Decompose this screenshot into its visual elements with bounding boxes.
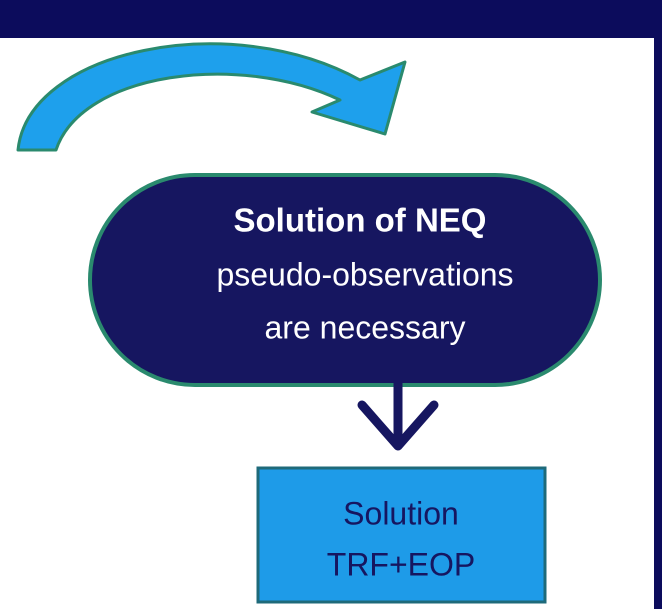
header-band — [0, 0, 662, 38]
box-line: Solution — [343, 495, 459, 531]
box-line: TRF+EOP — [327, 546, 475, 582]
side-band — [654, 38, 662, 609]
down-arrow-head — [357, 400, 439, 451]
pill-line: are necessary — [265, 309, 466, 345]
pill-line: pseudo-observations — [216, 256, 513, 292]
pill-title: Solution of NEQ — [234, 202, 487, 239]
curved-arrow — [16, 42, 407, 152]
pill-node — [88, 173, 602, 387]
result-box — [256, 466, 547, 604]
